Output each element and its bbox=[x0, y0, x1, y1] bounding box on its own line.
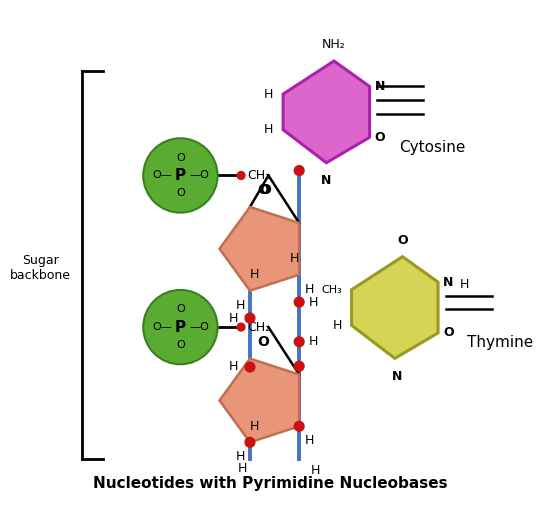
Text: H: H bbox=[235, 298, 245, 311]
Circle shape bbox=[245, 313, 255, 323]
Text: O: O bbox=[257, 335, 270, 348]
Text: O: O bbox=[443, 326, 454, 339]
Text: N: N bbox=[443, 276, 453, 289]
Text: O: O bbox=[397, 234, 408, 247]
Text: H: H bbox=[229, 311, 238, 325]
Text: H: H bbox=[304, 434, 314, 447]
Text: H: H bbox=[264, 123, 273, 136]
Text: P: P bbox=[175, 319, 186, 335]
Circle shape bbox=[294, 362, 304, 371]
Text: O: O bbox=[176, 153, 185, 163]
Text: N: N bbox=[321, 174, 332, 188]
Circle shape bbox=[294, 165, 304, 175]
Polygon shape bbox=[283, 61, 370, 163]
Polygon shape bbox=[351, 257, 438, 358]
Text: O—: O— bbox=[152, 170, 172, 180]
Text: H: H bbox=[264, 87, 273, 101]
Text: N: N bbox=[392, 370, 402, 383]
Text: O—: O— bbox=[152, 322, 172, 332]
Text: Nucleotides with Pyrimidine Nucleobases: Nucleotides with Pyrimidine Nucleobases bbox=[93, 476, 448, 491]
Circle shape bbox=[143, 138, 218, 212]
Text: H: H bbox=[332, 319, 342, 332]
Text: H: H bbox=[309, 296, 318, 309]
Polygon shape bbox=[219, 207, 299, 291]
Circle shape bbox=[294, 297, 304, 307]
Text: O: O bbox=[176, 188, 185, 198]
Text: NH₂: NH₂ bbox=[322, 38, 346, 51]
Text: N: N bbox=[375, 80, 385, 93]
Text: CH₃: CH₃ bbox=[321, 285, 342, 295]
Circle shape bbox=[237, 172, 245, 179]
Circle shape bbox=[294, 337, 304, 347]
Text: CH₂: CH₂ bbox=[247, 320, 270, 334]
Circle shape bbox=[143, 290, 218, 364]
Circle shape bbox=[245, 437, 255, 447]
Text: O: O bbox=[176, 305, 185, 315]
Text: —O: —O bbox=[189, 170, 209, 180]
Text: Thymine: Thymine bbox=[468, 335, 534, 350]
Text: —O: —O bbox=[189, 322, 209, 332]
Text: O: O bbox=[257, 183, 270, 197]
Text: H: H bbox=[250, 268, 260, 281]
Text: H: H bbox=[311, 464, 320, 477]
Text: H: H bbox=[250, 419, 260, 433]
Text: H: H bbox=[238, 462, 247, 475]
Text: H: H bbox=[460, 278, 469, 290]
Text: CH₂: CH₂ bbox=[247, 169, 270, 182]
Text: H: H bbox=[304, 282, 314, 296]
Text: O: O bbox=[260, 183, 272, 197]
Text: O: O bbox=[176, 340, 185, 350]
Text: H: H bbox=[290, 252, 299, 265]
Circle shape bbox=[245, 362, 255, 372]
Text: O: O bbox=[375, 131, 385, 144]
Text: Sugar
backbone: Sugar backbone bbox=[10, 255, 71, 282]
Text: H: H bbox=[235, 450, 245, 463]
Circle shape bbox=[294, 422, 304, 431]
Polygon shape bbox=[219, 358, 299, 442]
Text: H: H bbox=[229, 360, 238, 374]
Circle shape bbox=[237, 323, 245, 331]
Text: Cytosine: Cytosine bbox=[399, 140, 465, 154]
Text: H: H bbox=[309, 335, 318, 348]
Text: P: P bbox=[175, 168, 186, 183]
